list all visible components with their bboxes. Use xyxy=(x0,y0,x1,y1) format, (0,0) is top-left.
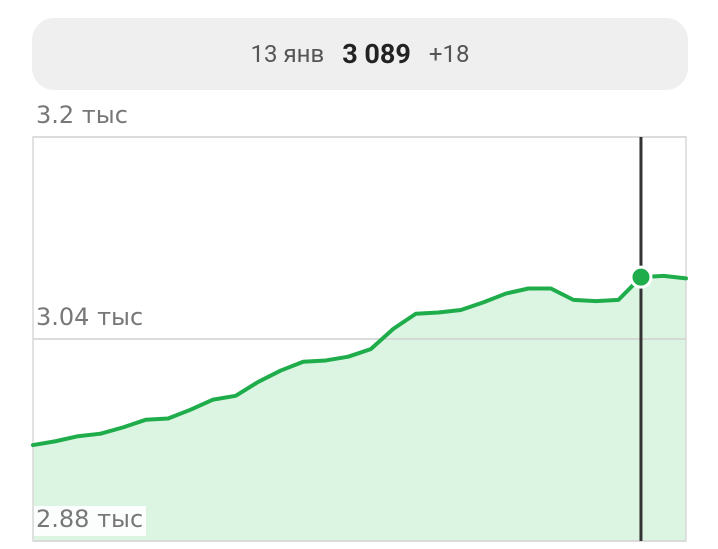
line xyxy=(31,273,688,448)
y-tick-label: 3.2 тыс xyxy=(36,101,128,129)
label-bg xyxy=(34,506,146,536)
change: +18 xyxy=(428,40,470,68)
y-tick-label: 3.04 тыс xyxy=(36,303,143,331)
value: 3 089 xyxy=(342,38,411,70)
summary-bar: 13 янв 3 089 +18 xyxy=(32,18,688,90)
date: 13 янв xyxy=(250,40,325,68)
y-tick-label: 2.88 тыс xyxy=(36,505,143,533)
plot-frame xyxy=(32,136,687,542)
area xyxy=(33,275,686,541)
point xyxy=(629,265,653,289)
